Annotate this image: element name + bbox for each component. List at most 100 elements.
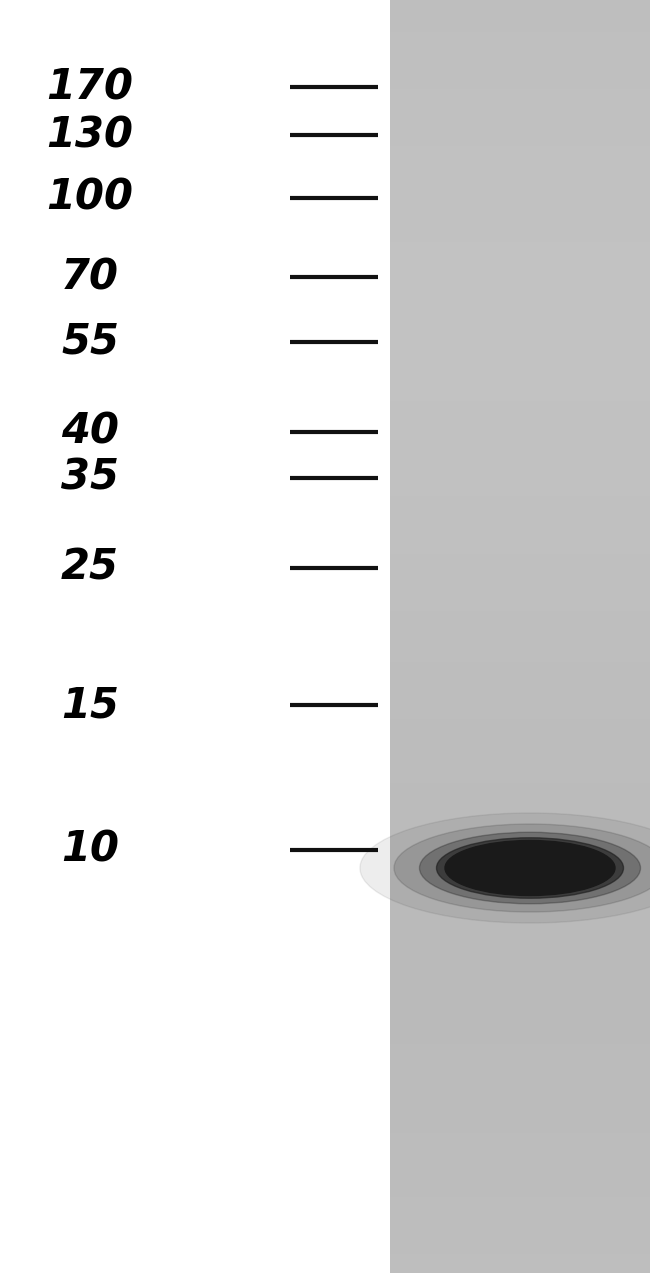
Bar	[390, 821, 650, 827]
Bar	[390, 528, 650, 535]
Ellipse shape	[360, 813, 650, 923]
Bar	[390, 566, 650, 573]
Bar	[390, 490, 650, 496]
Bar	[390, 102, 650, 108]
Bar	[390, 1050, 650, 1057]
Bar	[390, 172, 650, 178]
Bar	[390, 605, 650, 611]
Bar	[390, 535, 650, 541]
Bar	[390, 936, 650, 942]
Bar	[390, 191, 650, 197]
Text: 25: 25	[61, 547, 119, 589]
Bar	[390, 267, 650, 274]
Bar	[390, 745, 650, 751]
Bar	[390, 477, 650, 484]
Bar	[390, 948, 650, 955]
Bar	[390, 649, 650, 656]
Bar	[390, 815, 650, 821]
Bar	[390, 974, 650, 980]
Bar	[390, 611, 650, 617]
Bar	[390, 0, 650, 6]
Bar	[390, 547, 650, 554]
Bar	[390, 834, 650, 840]
Bar	[390, 700, 650, 707]
Bar	[390, 955, 650, 961]
Bar	[390, 1120, 650, 1127]
Bar	[390, 719, 650, 726]
Bar	[390, 312, 650, 318]
Bar	[390, 153, 650, 159]
Bar	[390, 694, 650, 700]
Bar	[390, 261, 650, 267]
Bar	[390, 707, 650, 713]
Bar	[390, 318, 650, 325]
Bar	[390, 1133, 650, 1139]
Bar	[390, 1082, 650, 1088]
Bar	[390, 630, 650, 636]
Bar	[390, 248, 650, 255]
Bar	[390, 356, 650, 363]
Bar	[390, 51, 650, 57]
Bar	[390, 1197, 650, 1203]
Bar	[390, 1254, 650, 1260]
Bar	[390, 414, 650, 420]
Bar	[390, 987, 650, 993]
Bar	[390, 757, 650, 764]
Bar	[390, 64, 650, 70]
Bar	[390, 465, 650, 471]
Bar	[390, 687, 650, 694]
Bar	[390, 25, 650, 32]
Bar	[390, 70, 650, 76]
Bar	[390, 401, 650, 407]
Bar	[390, 95, 650, 102]
Bar	[390, 1088, 650, 1095]
Bar	[390, 1076, 650, 1082]
Bar	[390, 1095, 650, 1101]
Bar	[390, 280, 650, 286]
Bar	[390, 1127, 650, 1133]
Bar	[390, 827, 650, 834]
Bar	[390, 306, 650, 312]
Bar	[390, 586, 650, 592]
Text: 35: 35	[61, 457, 119, 499]
Bar	[390, 1184, 650, 1190]
Bar	[390, 159, 650, 165]
Bar	[390, 1260, 650, 1267]
Bar	[390, 57, 650, 64]
Bar	[390, 376, 650, 382]
Bar	[390, 1069, 650, 1076]
Text: 170: 170	[47, 66, 133, 108]
Bar	[390, 439, 650, 446]
Bar	[390, 961, 650, 967]
Bar	[390, 426, 650, 433]
Bar	[390, 1267, 650, 1273]
Bar	[390, 458, 650, 465]
Bar	[390, 1101, 650, 1108]
Bar	[390, 395, 650, 401]
Bar	[390, 859, 650, 866]
Bar	[390, 872, 650, 878]
Bar	[390, 1031, 650, 1037]
Bar	[390, 108, 650, 115]
Bar	[390, 13, 650, 19]
Bar	[390, 45, 650, 51]
Bar	[390, 89, 650, 95]
Bar	[390, 471, 650, 477]
Bar	[390, 1248, 650, 1254]
Bar	[390, 503, 650, 509]
Bar	[390, 643, 650, 649]
Bar	[390, 363, 650, 369]
Bar	[390, 388, 650, 395]
Bar	[390, 331, 650, 337]
Bar	[390, 573, 650, 579]
Ellipse shape	[394, 824, 650, 911]
Bar	[390, 446, 650, 452]
Bar	[390, 204, 650, 210]
Bar	[390, 0, 650, 1273]
Bar	[390, 967, 650, 974]
Bar	[390, 299, 650, 306]
Bar	[390, 76, 650, 83]
Bar	[390, 1018, 650, 1025]
Bar	[390, 554, 650, 560]
Bar	[390, 1203, 650, 1209]
